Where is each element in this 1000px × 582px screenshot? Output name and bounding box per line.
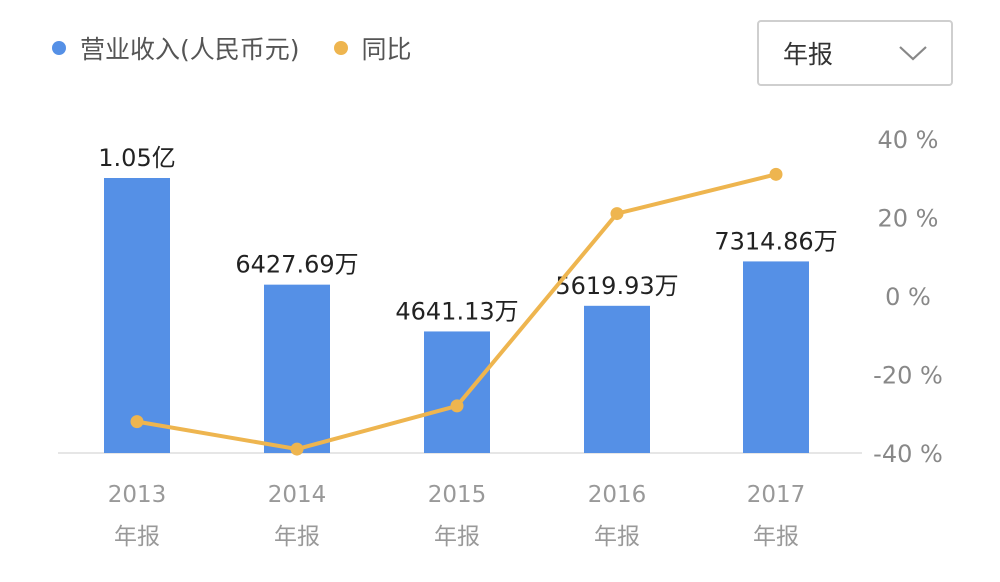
- revenue-bar-2017: [743, 261, 809, 453]
- yoy-point-2016: [610, 207, 624, 221]
- x-tick-label-year: 2014: [268, 482, 327, 508]
- revenue-value-label-2013: 1.05亿: [98, 144, 175, 172]
- yoy-point-2015: [450, 399, 464, 413]
- x-tick-label-period: 年报: [434, 524, 480, 550]
- legend-item-yoy[interactable]: 同比: [333, 30, 412, 66]
- revenue-bar-2016: [584, 305, 650, 453]
- yoy-point-2017: [769, 167, 783, 181]
- y-right-tick-label: 40 %: [878, 126, 939, 154]
- x-tick-label-year: 2016: [588, 482, 647, 508]
- x-tick-label-period: 年报: [753, 524, 799, 550]
- x-tick-label-year: 2015: [428, 482, 487, 508]
- revenue-value-label-2016: 5619.93万: [555, 272, 678, 300]
- revenue-bar-2014: [264, 284, 330, 453]
- chevron-down-icon: [899, 46, 927, 61]
- x-tick-label-year: 2017: [747, 482, 806, 508]
- legend-item-revenue[interactable]: 营业收入(人民币元): [52, 30, 300, 66]
- y-right-tick-label: 20 %: [878, 205, 939, 233]
- revenue-legend-dot: [52, 41, 66, 55]
- y-right-tick-label: 0 %: [885, 283, 931, 311]
- revenue-bar-2015: [424, 331, 490, 453]
- x-tick-label-year: 2013: [108, 482, 167, 508]
- revenue-value-label-2014: 6427.69万: [235, 251, 358, 279]
- y-right-tick-label: -20 %: [873, 362, 943, 390]
- legend-label-yoy: 同比: [361, 35, 412, 64]
- yoy-legend-dot: [333, 41, 348, 55]
- revenue-value-label-2017: 7314.86万: [714, 227, 837, 255]
- x-tick-label-period: 年报: [274, 524, 320, 550]
- x-tick-label-period: 年报: [594, 524, 640, 550]
- yoy-point-2013: [130, 415, 144, 429]
- report-period-select[interactable]: 年报: [757, 20, 953, 86]
- report-period-value: 年报: [783, 40, 834, 69]
- yoy-point-2014: [290, 442, 304, 456]
- chart-legend: 营业收入(人民币元) 同比: [52, 30, 412, 66]
- revenue-value-label-2015: 4641.13万: [395, 297, 518, 325]
- legend-label-revenue: 营业收入(人民币元): [80, 35, 300, 64]
- y-right-tick-label: -40 %: [873, 440, 943, 468]
- revenue-bar-2013: [104, 178, 170, 453]
- x-tick-label-period: 年报: [114, 524, 160, 550]
